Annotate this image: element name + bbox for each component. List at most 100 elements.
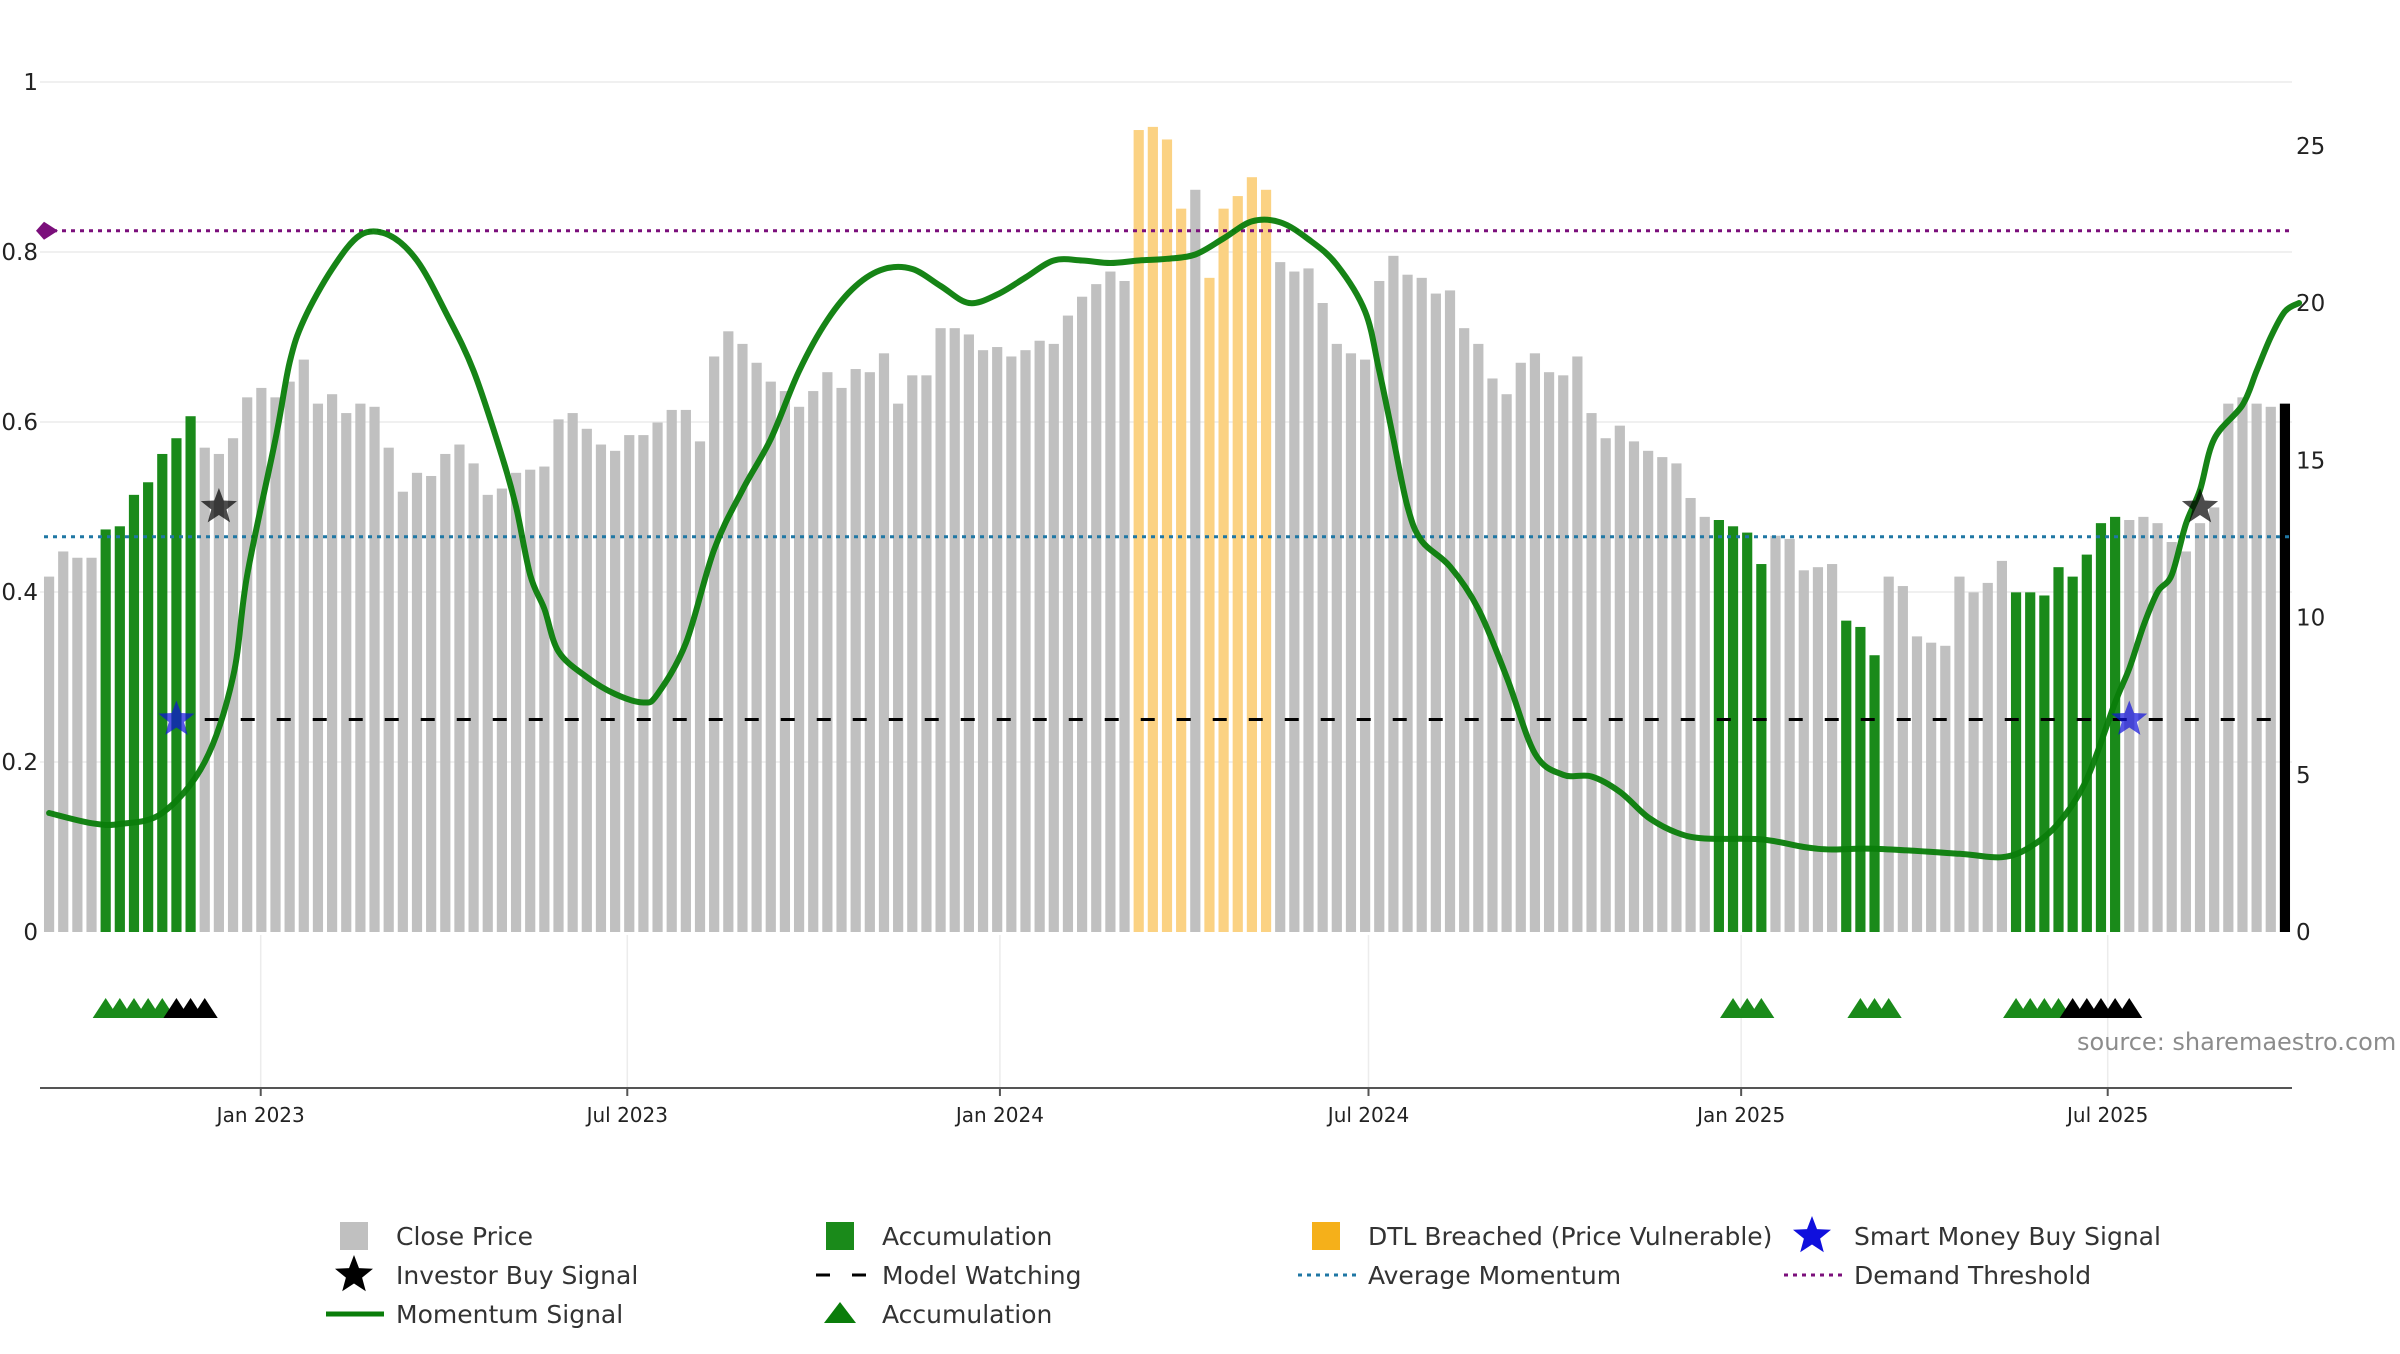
y-right-tick-label: 0 xyxy=(2296,920,2311,946)
close-price-bar xyxy=(864,372,875,932)
close-price-bar xyxy=(1317,303,1328,932)
close-price-bar xyxy=(2138,516,2149,932)
close-price-bar xyxy=(1331,343,1342,932)
close-price-bar xyxy=(567,413,578,932)
close-price-bar xyxy=(1360,359,1371,932)
x-tick-label: Jul 2023 xyxy=(585,1103,668,1127)
close-price-bar xyxy=(709,356,720,933)
accumulation-bar xyxy=(143,482,154,932)
close-price-bar xyxy=(1827,564,1838,932)
close-price-bar xyxy=(765,381,776,932)
legend-item: Momentum Signal xyxy=(326,1300,623,1329)
close-price-bar xyxy=(2209,507,2220,932)
dtl-breached-bar xyxy=(1147,126,1158,932)
close-price-bar xyxy=(242,397,253,933)
y-left-tick-label: 0.6 xyxy=(1,410,38,436)
close-price-bar xyxy=(1614,425,1625,932)
legend-label: Close Price xyxy=(396,1222,533,1251)
smart-money-buy-star xyxy=(158,700,195,735)
close-price-bar xyxy=(1091,284,1102,932)
accumulation-triangle-watch xyxy=(2116,998,2143,1018)
close-price-bar xyxy=(510,472,522,932)
close-price-bar xyxy=(454,444,465,932)
close-price-bar xyxy=(482,494,493,932)
close-price-bar xyxy=(2237,397,2248,933)
legend-label: DTL Breached (Price Vulnerable) xyxy=(1368,1222,1772,1251)
close-price-bar xyxy=(1048,343,1059,932)
close-price-bar xyxy=(1586,413,1597,932)
close-price-bar xyxy=(1374,280,1385,932)
legend-triangle-icon xyxy=(824,1302,856,1323)
accumulation-bar xyxy=(1841,620,1852,932)
accumulation-bar xyxy=(171,438,182,932)
close-price-bar xyxy=(539,466,550,932)
undefined xyxy=(2279,403,2291,932)
close-price-bar xyxy=(822,372,833,932)
close-price-bar xyxy=(1077,296,1088,933)
close-price-bar xyxy=(1968,592,1979,932)
momentum-signal-line xyxy=(46,216,2303,861)
close-price-bar xyxy=(624,435,635,932)
bar-series xyxy=(43,126,2291,933)
accumulation-bar xyxy=(2081,554,2092,932)
close-price-bar xyxy=(963,334,974,932)
close-price-bar xyxy=(1699,516,1710,932)
close-price-bar xyxy=(1798,570,1809,932)
close-price-bar xyxy=(284,381,295,932)
close-price-bar xyxy=(369,406,380,932)
close-price-bar xyxy=(1883,576,1894,932)
y-right-tick-label: 25 xyxy=(2296,134,2325,160)
close-price-bar xyxy=(2166,542,2177,932)
close-price-bar xyxy=(327,394,338,933)
dtl-breached-bar xyxy=(1204,277,1215,933)
close-price-bar xyxy=(1034,340,1045,932)
close-price-bar xyxy=(199,447,210,932)
close-price-bar xyxy=(496,488,507,932)
accumulation-bar xyxy=(100,529,111,932)
accumulation-bar xyxy=(114,526,125,932)
y-right-tick-label: 10 xyxy=(2296,606,2325,632)
close-price-bar xyxy=(411,472,423,932)
close-price-bar xyxy=(2194,523,2206,932)
close-price-bar xyxy=(1501,394,1512,933)
close-price-bar xyxy=(1784,538,1795,932)
close-price-bar xyxy=(1020,350,1031,932)
close-price-bar xyxy=(992,347,1003,932)
close-price-bar xyxy=(836,387,847,932)
y-left-tick-label: 0.2 xyxy=(1,750,38,776)
close-price-bar xyxy=(1119,280,1130,932)
close-price-bar xyxy=(1671,463,1682,932)
investor-buy-star xyxy=(2181,488,2219,523)
close-price-bar xyxy=(1940,645,1951,932)
legend-item: Smart Money Buy Signal xyxy=(1793,1216,2161,1253)
accumulation-bar xyxy=(1869,655,1880,932)
accumulation-bar xyxy=(1855,626,1866,932)
dtl-breached-bar xyxy=(1218,208,1229,932)
close-price-bar xyxy=(1529,353,1541,932)
close-price-bar xyxy=(312,403,324,932)
close-price-bar xyxy=(1487,378,1498,933)
y-right-tick-label: 15 xyxy=(2296,448,2325,474)
close-price-bar xyxy=(1770,535,1781,932)
close-price-bar xyxy=(779,391,791,932)
close-price-bar xyxy=(2251,403,2262,932)
close-price-bar xyxy=(1982,582,1993,932)
close-price-bar xyxy=(1473,343,1484,932)
accumulation-triangle xyxy=(1748,998,1775,1018)
close-price-bar xyxy=(1388,255,1399,932)
close-price-bar xyxy=(2265,406,2276,932)
close-price-bar xyxy=(2223,403,2234,932)
close-price-bar xyxy=(1402,274,1413,932)
close-price-bar xyxy=(638,435,649,932)
close-price-bar xyxy=(1600,438,1611,932)
accumulation-bar xyxy=(1756,564,1767,932)
close-price-bar xyxy=(468,463,479,932)
close-price-bar xyxy=(440,453,451,932)
x-tick-label: Jul 2024 xyxy=(1326,1103,1409,1127)
legend-star-icon xyxy=(335,1255,373,1292)
close-price-bar xyxy=(86,557,97,932)
legend-label: Momentum Signal xyxy=(396,1300,623,1329)
accumulation-bar xyxy=(1713,520,1724,932)
y-left-tick-label: 0.4 xyxy=(1,580,38,606)
